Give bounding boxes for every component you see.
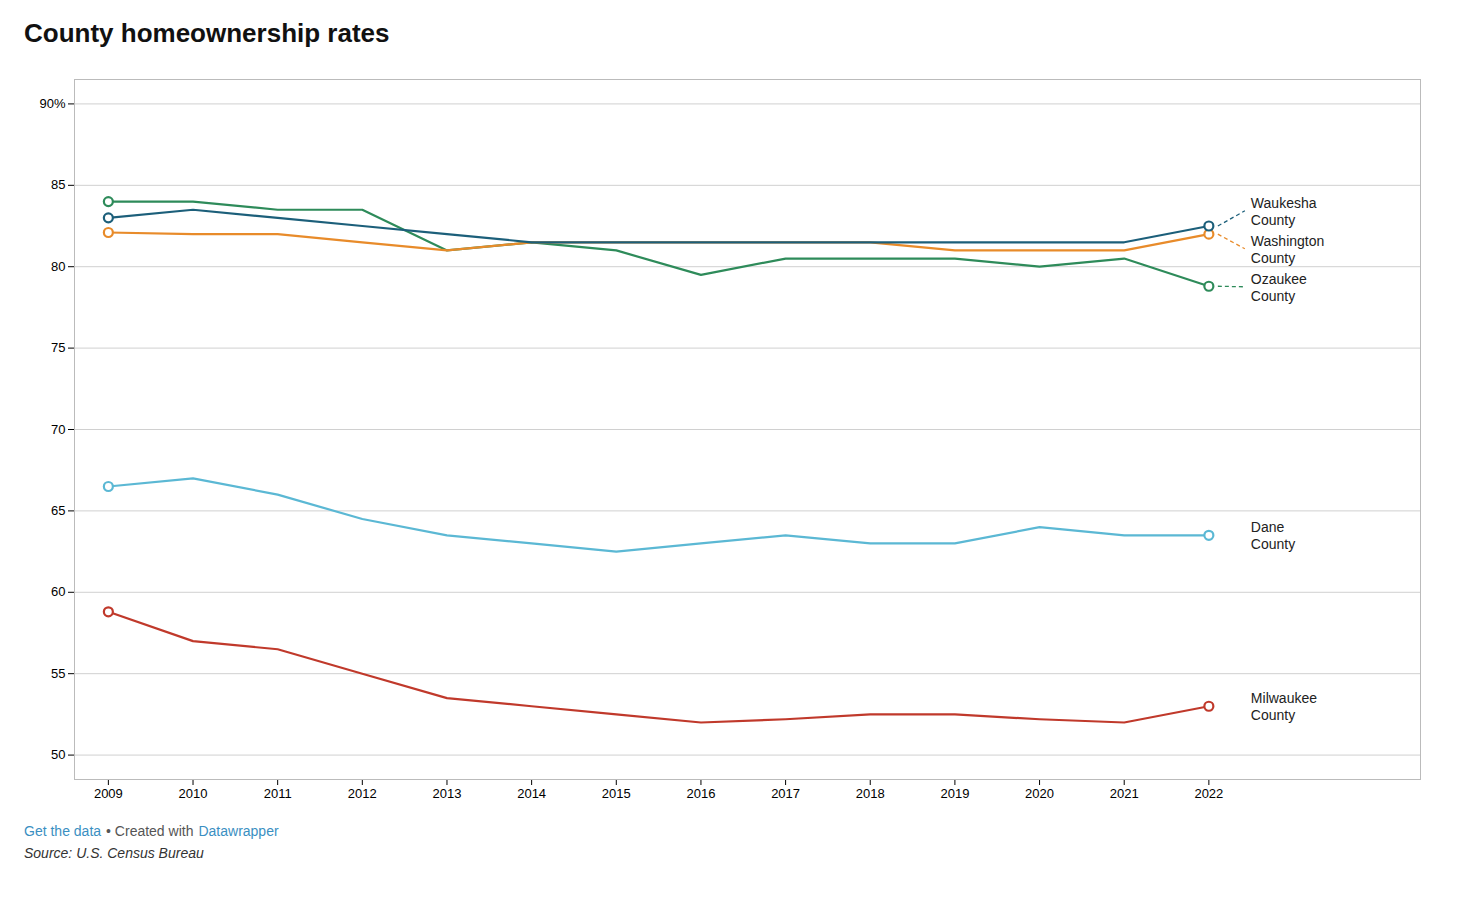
svg-text:2011: 2011 xyxy=(264,786,292,801)
svg-text:2010: 2010 xyxy=(179,786,208,801)
svg-text:50: 50 xyxy=(51,747,65,762)
svg-text:DaneCounty: DaneCounty xyxy=(1251,519,1295,552)
svg-text:60: 60 xyxy=(51,584,65,599)
svg-text:2019: 2019 xyxy=(940,786,969,801)
html-text:Get the data • Created with Da: Get the data • Created with Datawrapper xyxy=(24,823,279,839)
html-text:County homeownership rates: County homeownership rates xyxy=(24,18,390,48)
svg-text:2021: 2021 xyxy=(1110,786,1139,801)
svg-text:2017: 2017 xyxy=(771,786,800,801)
svg-text:2012: 2012 xyxy=(348,786,377,801)
svg-text:MilwaukeeCounty: MilwaukeeCounty xyxy=(1251,690,1317,723)
svg-text:WaukeshaCounty: WaukeshaCounty xyxy=(1251,195,1317,228)
svg-text:2015: 2015 xyxy=(602,786,631,801)
svg-text:2018: 2018 xyxy=(856,786,885,801)
svg-text:55: 55 xyxy=(51,666,65,681)
svg-text:2014: 2014 xyxy=(517,786,546,801)
svg-text:90%: 90% xyxy=(39,96,65,111)
svg-text:70: 70 xyxy=(51,422,65,437)
svg-text:WashingtonCounty: WashingtonCounty xyxy=(1251,233,1324,266)
svg-text:75: 75 xyxy=(51,340,65,355)
svg-text:2013: 2013 xyxy=(433,786,462,801)
svg-text:65: 65 xyxy=(51,503,65,518)
svg-text:2016: 2016 xyxy=(686,786,715,801)
svg-text:OzaukeeCounty: OzaukeeCounty xyxy=(1251,271,1307,304)
svg-text:2022: 2022 xyxy=(1194,786,1223,801)
html-text:Source: U.S. Census Bureau: Source: U.S. Census Bureau xyxy=(24,845,204,861)
svg-text:2020: 2020 xyxy=(1025,786,1054,801)
svg-text:85: 85 xyxy=(51,177,65,192)
svg-text:2009: 2009 xyxy=(94,786,123,801)
svg-text:80: 80 xyxy=(51,259,65,274)
